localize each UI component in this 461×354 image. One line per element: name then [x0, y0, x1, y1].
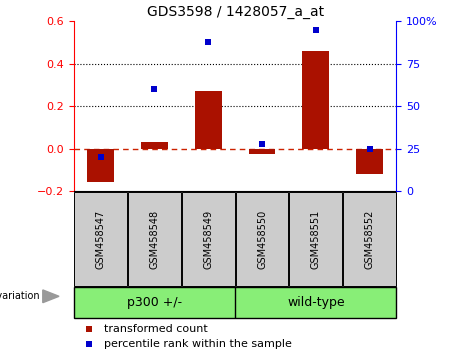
- FancyBboxPatch shape: [290, 192, 342, 286]
- Bar: [87, 149, 114, 182]
- Title: GDS3598 / 1428057_a_at: GDS3598 / 1428057_a_at: [147, 5, 324, 19]
- FancyBboxPatch shape: [343, 192, 396, 286]
- FancyBboxPatch shape: [128, 192, 181, 286]
- Polygon shape: [43, 290, 59, 303]
- Text: GSM458547: GSM458547: [95, 209, 106, 269]
- Text: GSM458551: GSM458551: [311, 209, 321, 269]
- Bar: [195, 91, 222, 149]
- Text: GSM458552: GSM458552: [365, 209, 375, 269]
- FancyBboxPatch shape: [236, 192, 289, 286]
- Bar: [141, 142, 168, 149]
- Text: p300 +/-: p300 +/-: [127, 296, 182, 309]
- Bar: [248, 149, 275, 154]
- Bar: [356, 149, 383, 174]
- Text: wild-type: wild-type: [287, 296, 344, 309]
- FancyBboxPatch shape: [182, 192, 235, 286]
- Text: transformed count: transformed count: [104, 324, 208, 333]
- Text: percentile rank within the sample: percentile rank within the sample: [104, 339, 292, 349]
- FancyBboxPatch shape: [74, 192, 127, 286]
- Text: GSM458548: GSM458548: [149, 209, 160, 269]
- Bar: [302, 51, 329, 149]
- Text: GSM458550: GSM458550: [257, 209, 267, 269]
- Text: genotype/variation: genotype/variation: [0, 291, 41, 301]
- FancyBboxPatch shape: [74, 287, 396, 318]
- Text: GSM458549: GSM458549: [203, 209, 213, 269]
